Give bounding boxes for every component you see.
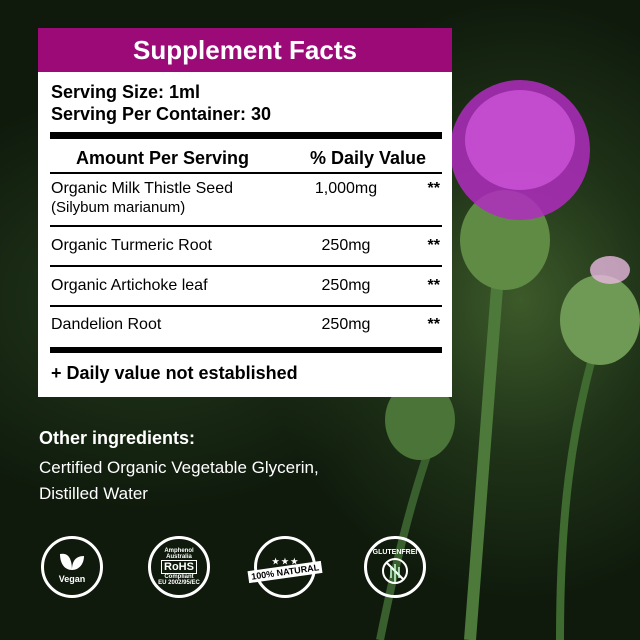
- vegan-badge: Vegan: [41, 536, 103, 598]
- servings-per-container: Serving Per Container: 30: [51, 104, 272, 124]
- ingredient-latin-name: (Silybum marianum): [51, 199, 186, 216]
- ingredient-amount: 250mg: [321, 316, 371, 333]
- badge-label: Vegan: [58, 574, 86, 584]
- badge-top-text: Amphenol Australia: [164, 548, 194, 560]
- panel-title: Supplement Facts: [38, 28, 452, 72]
- table-row: Dandelion Root 250mg **: [51, 316, 440, 334]
- ingredient-name: Organic Artichoke leaf: [51, 277, 208, 294]
- ingredient-dv: **: [427, 277, 440, 294]
- ingredient-name: Organic Turmeric Root: [51, 237, 212, 254]
- badge-label: RoHS: [161, 560, 197, 574]
- ingredient-amount: 250mg: [321, 237, 371, 254]
- table-row: Organic Turmeric Root 250mg **: [51, 237, 440, 255]
- column-header-daily-value: % Daily Value: [310, 148, 427, 168]
- other-ingredients-heading: Other ingredients:: [39, 428, 196, 448]
- ingredient-dv: **: [427, 237, 440, 254]
- badge-label: GLUTENFREI: [372, 548, 418, 556]
- ingredient-name: Organic Milk Thistle Seed: [51, 180, 233, 197]
- column-header-amount: Amount Per Serving: [76, 148, 250, 168]
- serving-size: Serving Size: 1ml: [51, 82, 201, 102]
- footnote: + Daily value not established: [51, 363, 298, 383]
- badge-bottom-text: EU 2002/95/EC: [158, 580, 200, 586]
- rohs-badge: Amphenol Australia RoHS Compliant EU 200…: [148, 536, 210, 598]
- divider: [50, 225, 442, 227]
- table-row: Organic Milk Thistle Seed (Silybum maria…: [51, 180, 440, 216]
- supplement-facts-panel: Supplement Facts Serving Size: 1ml Servi…: [38, 28, 452, 397]
- divider: [50, 265, 442, 267]
- divider-thick: [50, 132, 442, 139]
- other-ingredients-line: Distilled Water: [39, 484, 148, 503]
- natural-badge: ★ ★ ★ 100% NATURAL: [247, 536, 323, 598]
- divider: [50, 305, 442, 307]
- ingredient-name: Dandelion Root: [51, 316, 162, 333]
- table-row: Organic Artichoke leaf 250mg **: [51, 277, 440, 295]
- divider-thick: [50, 347, 442, 353]
- gluten-free-badge: GLUTENFREI: [364, 536, 426, 598]
- ingredient-amount: 1,000mg: [314, 180, 378, 197]
- ingredient-dv: **: [427, 316, 440, 333]
- leaf-icon: [60, 553, 84, 570]
- ingredient-dv: **: [427, 180, 440, 197]
- divider: [50, 172, 442, 174]
- ingredient-amount: 250mg: [321, 277, 371, 294]
- badge-sub-text: Compliant: [164, 574, 194, 580]
- wheat-crossed-icon: [382, 557, 408, 584]
- other-ingredients-line: Certified Organic Vegetable Glycerin,: [39, 458, 319, 477]
- star-icon: ★ ★ ★: [272, 556, 298, 566]
